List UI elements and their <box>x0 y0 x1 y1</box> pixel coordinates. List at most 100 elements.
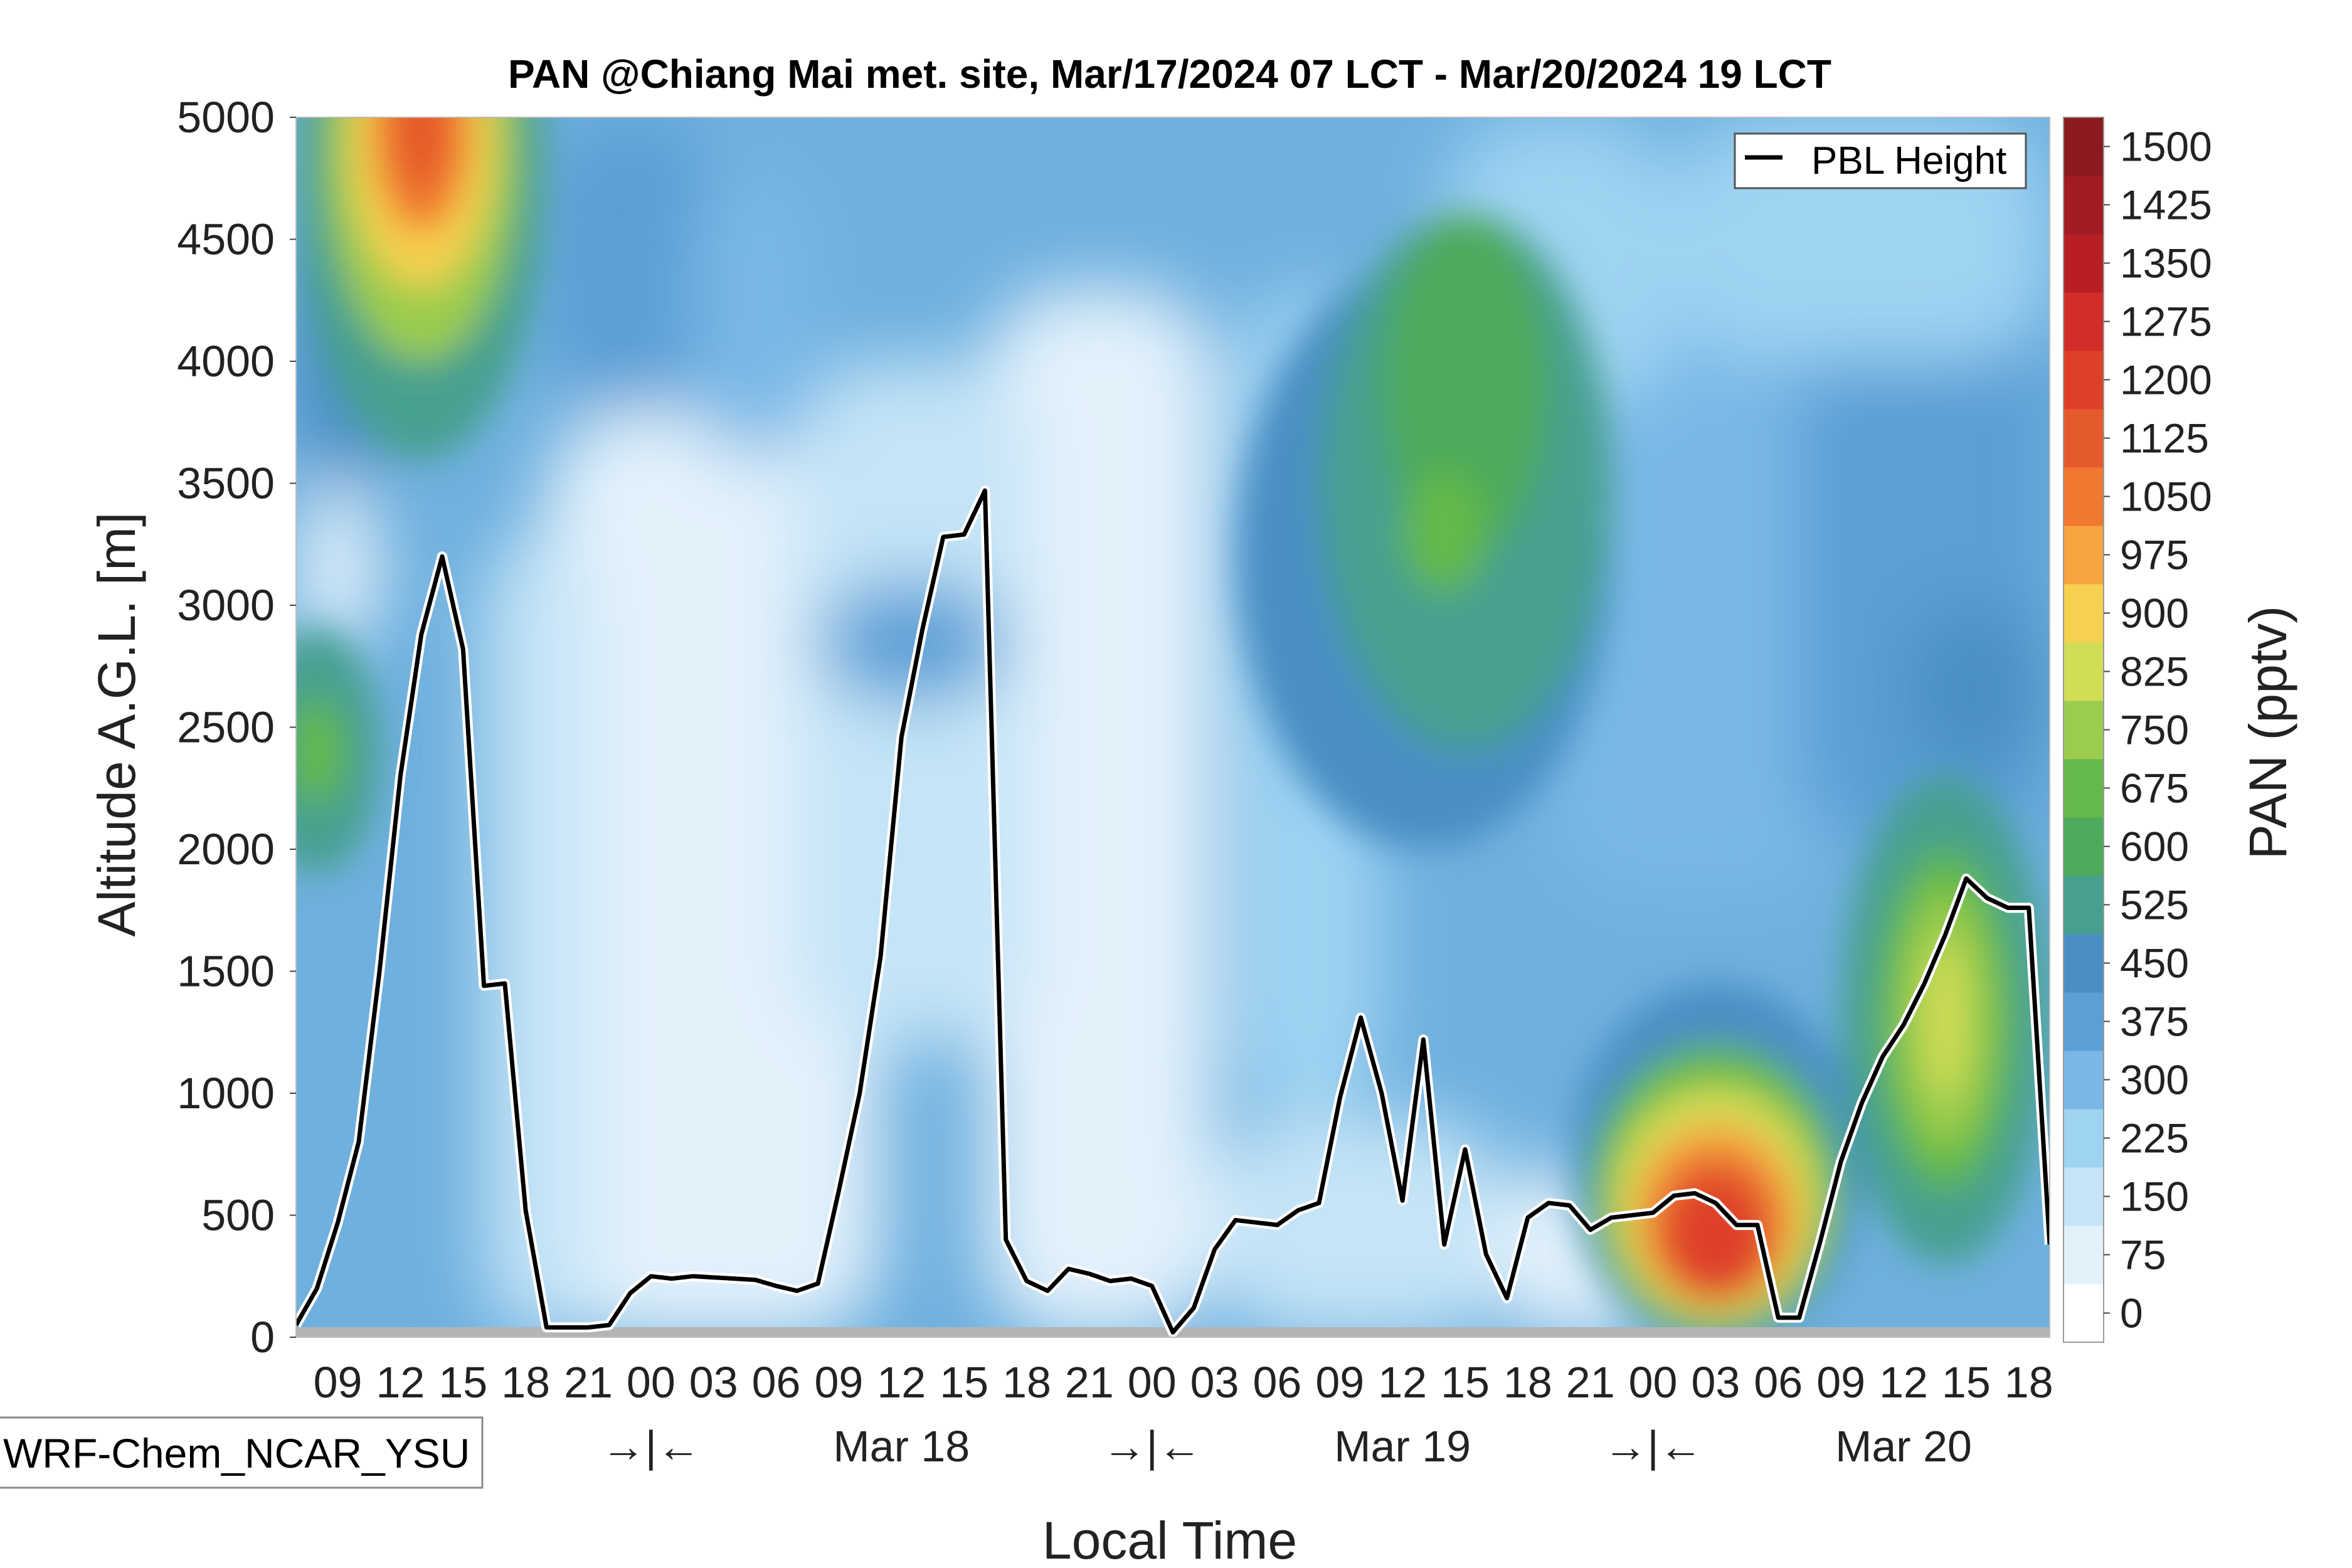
y-tick-label: 2000 <box>177 825 275 874</box>
x-tick-label: 09 <box>814 1358 863 1407</box>
colorbar-segment <box>2063 1109 2104 1168</box>
y-tick-label: 3500 <box>177 459 275 508</box>
y-tick-label: 4500 <box>177 215 275 264</box>
pbl-height-line <box>296 488 2050 1335</box>
x-tick-label: 21 <box>1566 1358 1615 1407</box>
x-tick-label: 18 <box>1002 1358 1051 1407</box>
model-label-frame <box>0 1416 484 1489</box>
y-tick-label: 0 <box>250 1313 275 1362</box>
x-day-marker: →|← <box>601 1422 701 1471</box>
x-tick-label: 12 <box>877 1358 926 1407</box>
colorbar-tick-label: 825 <box>2120 649 2189 695</box>
y-tick-label: 5000 <box>177 93 275 142</box>
x-tick-label: 00 <box>627 1358 675 1407</box>
colorbar-tick-label: 1500 <box>2120 124 2212 170</box>
colorbar-tick-label: 675 <box>2120 765 2189 812</box>
plot-area <box>296 117 2050 1337</box>
colorbar-segment <box>2063 992 2104 1051</box>
colorbar-segment <box>2063 1284 2104 1343</box>
x-axis-label: Local Time <box>1042 1511 1297 1568</box>
x-tick-label: 15 <box>1441 1358 1490 1407</box>
legend-entry-pbl-height: PBL Height <box>1811 139 2006 183</box>
x-tick-label: 12 <box>1879 1358 1928 1407</box>
colorbar-tick-label: 75 <box>2120 1232 2166 1278</box>
colorbar-segment <box>2063 526 2104 585</box>
y-axis-label: Altitude A.G.L. [m] <box>87 512 146 937</box>
x-tick-label: 12 <box>1378 1358 1427 1407</box>
colorbar-tick-label: 150 <box>2120 1173 2189 1220</box>
colorbar-tick-label: 0 <box>2120 1290 2143 1337</box>
colorbar-segment <box>2063 176 2104 235</box>
colorbar-segment <box>2063 351 2104 410</box>
legend: PBL Height <box>1734 132 2027 189</box>
colorbar-tick-label: 900 <box>2120 590 2189 637</box>
colorbar-tick-label: 300 <box>2120 1057 2189 1103</box>
colorbar-segment <box>2063 759 2104 818</box>
y-tick-label: 2500 <box>177 703 275 752</box>
x-tick-label: 03 <box>1190 1358 1239 1407</box>
y-tick-label: 1000 <box>177 1069 275 1118</box>
colorbar-segment <box>2063 584 2104 643</box>
x-tick-label: 09 <box>1816 1358 1865 1407</box>
colorbar-segment <box>2063 1167 2104 1226</box>
x-day-marker: →|← <box>1603 1422 1702 1471</box>
colorbar-tick-label: 375 <box>2120 999 2189 1045</box>
colorbar-tick-label: 1200 <box>2120 357 2212 403</box>
x-tick-label: 18 <box>2005 1358 2053 1407</box>
x-tick-label: 03 <box>689 1358 738 1407</box>
colorbar-segment <box>2063 234 2104 293</box>
x-day-marker: Mar 19 <box>1334 1422 1471 1471</box>
model-label-box: WRF-Chem_NCAR_YSU <box>0 1416 484 1489</box>
x-tick-label: 18 <box>501 1358 550 1407</box>
colorbar-tick-label: 600 <box>2120 824 2189 870</box>
x-tick-label: 06 <box>752 1358 801 1407</box>
legend-frame <box>1734 132 2027 189</box>
colorbar-tick-label: 975 <box>2120 532 2189 578</box>
colorbar-tick-label: 1425 <box>2120 182 2212 228</box>
colorbar-label: PAN (pptv) <box>2238 606 2297 860</box>
colorbar-segment <box>2063 117 2104 176</box>
x-day-marker: →|← <box>1103 1422 1202 1471</box>
colorbar-segment <box>2063 409 2104 468</box>
colorbar-tick-label: 1275 <box>2120 299 2212 345</box>
x-tick-label: 12 <box>376 1358 425 1407</box>
colorbar-segment <box>2063 642 2104 701</box>
y-tick-label: 1500 <box>177 947 275 996</box>
colorbar-tick-label: 450 <box>2120 940 2189 987</box>
x-tick-label: 09 <box>1315 1358 1364 1407</box>
x-tick-label: 09 <box>314 1358 363 1407</box>
x-tick-label: 15 <box>438 1358 487 1407</box>
x-day-marker: Mar 18 <box>833 1422 970 1471</box>
x-tick-label: 06 <box>1253 1358 1301 1407</box>
x-tick-label: 00 <box>1629 1358 1678 1407</box>
colorbar-segment <box>2063 934 2104 993</box>
x-tick-label: 15 <box>940 1358 988 1407</box>
x-tick-label: 00 <box>1128 1358 1177 1407</box>
colorbar-tick-label: 750 <box>2120 707 2189 753</box>
colorbar-segment <box>2063 701 2104 760</box>
x-axis: 09 12 15 18 21 00 03 06 09 12 15 18 21 00 03 06 09 12 15 18… <box>314 1358 2053 1471</box>
x-tick-label: 21 <box>1065 1358 1114 1407</box>
colorbar-segment <box>2063 1051 2104 1110</box>
colorbar-segment <box>2063 817 2104 876</box>
x-tick-label: 06 <box>1754 1358 1803 1407</box>
x-tick-label: 18 <box>1503 1358 1552 1407</box>
concentration-field <box>296 117 2050 1337</box>
chart-title: PAN @Chiang Mai met. site, Mar/17/2024 0… <box>508 51 1831 97</box>
colorbar-tick-label: 225 <box>2120 1115 2189 1162</box>
colorbar-segment <box>2063 467 2104 526</box>
y-axis: 0 500 1000 1500 2000 2500 3000 3500 4000 4500 5000 <box>177 93 296 1362</box>
colorbar-tick-label: 1125 <box>2120 415 2209 462</box>
colorbar-segment <box>2063 1226 2104 1285</box>
x-tick-label: 21 <box>564 1358 613 1407</box>
x-tick-label: 15 <box>1942 1358 1991 1407</box>
y-tick-label: 3000 <box>177 581 275 630</box>
colorbar-tick-label: 525 <box>2120 882 2189 928</box>
colorbar-tick-label: 1350 <box>2120 240 2212 287</box>
colorbar-segment <box>2063 876 2104 935</box>
colorbar: 0 75 150 225 300 375 450 525 600 675 750 825 900 975 1… <box>2063 117 2212 1343</box>
y-tick-label: 500 <box>201 1191 275 1240</box>
x-tick-label: 03 <box>1691 1358 1740 1407</box>
x-day-marker: Mar 20 <box>1835 1422 1972 1471</box>
colorbar-segment <box>2063 292 2104 351</box>
